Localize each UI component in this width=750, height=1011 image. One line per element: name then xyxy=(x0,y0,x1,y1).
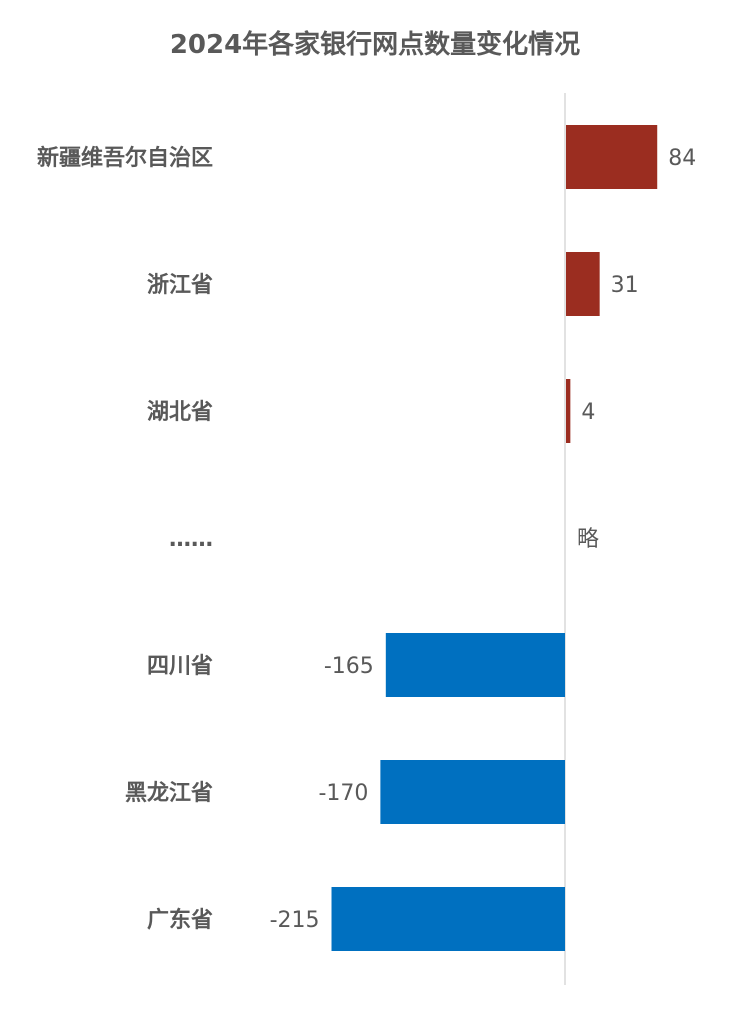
category-label: 浙江省 xyxy=(147,273,213,298)
bar xyxy=(385,633,565,697)
chart-title: 2024年各家银行网点数量变化情况 xyxy=(170,29,580,60)
data-label: -215 xyxy=(270,908,320,933)
bar xyxy=(566,379,571,443)
category-label: 广东省 xyxy=(147,907,213,933)
category-label: 四川省 xyxy=(147,654,213,679)
data-label: 4 xyxy=(581,400,595,425)
data-label: 略 xyxy=(577,527,599,552)
data-label: 31 xyxy=(611,273,639,298)
category-label: 新疆维吾尔自治区 xyxy=(37,145,213,171)
category-label: 湖北省 xyxy=(147,400,213,425)
bar xyxy=(566,252,600,316)
data-label: 84 xyxy=(668,146,696,171)
bar xyxy=(380,760,565,824)
category-label: …… xyxy=(169,527,213,552)
bar xyxy=(331,887,565,951)
data-label: -165 xyxy=(324,654,374,679)
data-label: -170 xyxy=(318,781,368,806)
category-label: 黑龙江省 xyxy=(125,781,213,806)
bar xyxy=(566,125,658,189)
